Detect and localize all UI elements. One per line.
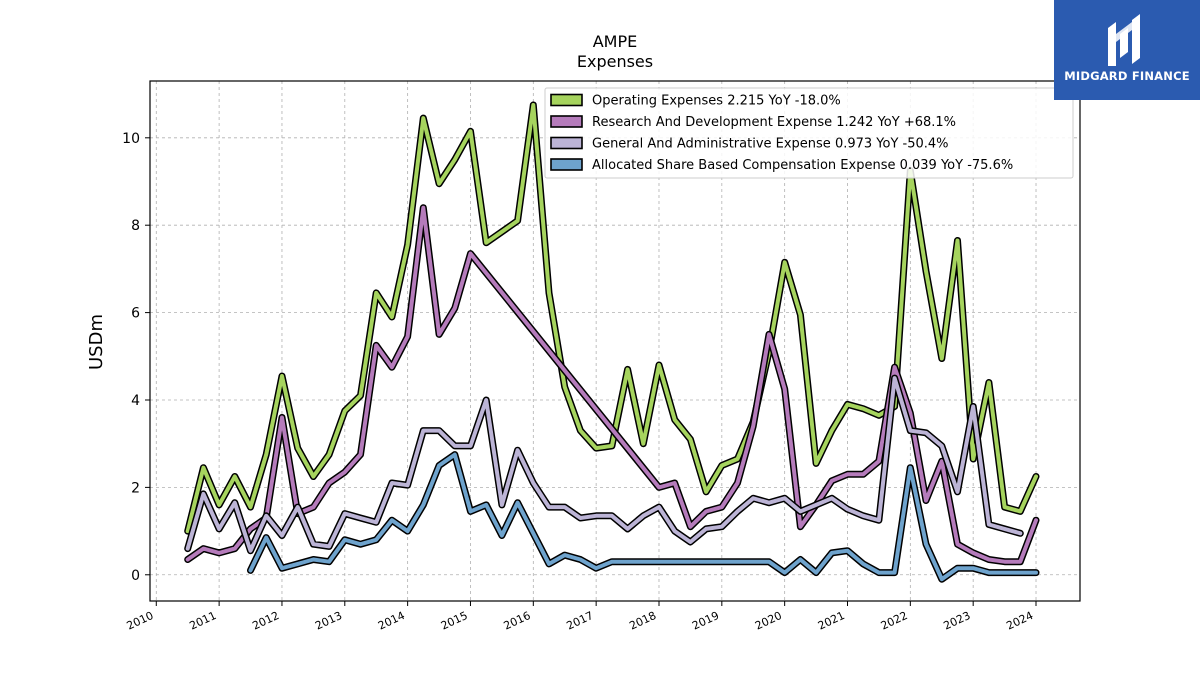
legend: Operating Expenses 2.215 YoY -18.0% Resea…: [544, 87, 1074, 179]
y-axis-label: USDm: [86, 314, 107, 370]
brand-logo: MIDGARD FINANCE: [1054, 0, 1200, 100]
legend-swatch: [550, 136, 583, 150]
y-tick-label: 6: [131, 306, 140, 322]
y-tick-label: 8: [131, 218, 140, 234]
legend-swatch: [550, 93, 583, 107]
series-line: [185, 376, 1023, 553]
x-tick-label: 2013: [313, 609, 344, 633]
chart-title: AMPE: [593, 32, 638, 51]
legend-box: [544, 87, 1074, 179]
plot-frame: [149, 80, 1081, 602]
x-tick-label: 2017: [565, 609, 596, 633]
x-tick-label: 2022: [879, 609, 910, 633]
legend-label: General And Administrative Expense 0.973…: [592, 137, 949, 152]
x-tick-label: 2010: [125, 609, 156, 633]
legend-label: Allocated Share Based Compensation Expen…: [592, 158, 1013, 173]
y-tick-label: 4: [131, 393, 140, 409]
x-tick-label: 2020: [753, 609, 784, 633]
brand-name: MIDGARD FINANCE: [1064, 69, 1190, 83]
legend-label: Operating Expenses 2.215 YoY -18.0%: [592, 94, 841, 109]
series-line-outline: [184, 204, 1040, 566]
legend-swatch: [550, 158, 583, 171]
x-tick-label: 2014: [376, 609, 407, 633]
x-tick-label: 2024: [1004, 609, 1035, 633]
x-tick-label: 2019: [690, 609, 721, 633]
y-tick-label: 10: [122, 131, 140, 147]
x-tick-label: 2018: [627, 609, 658, 633]
x-tick-label: 2015: [439, 609, 470, 633]
series-line: [248, 452, 1038, 582]
series-lines: [184, 101, 1040, 583]
y-tick-label: 0: [131, 568, 140, 584]
legend-label: Research And Development Expense 1.242 Y…: [592, 115, 956, 130]
x-tick-label: 2023: [942, 609, 973, 633]
x-tick-label: 2011: [188, 609, 219, 633]
midgard-logo-icon: [1108, 14, 1140, 66]
chart-subtitle: Expenses: [577, 52, 653, 71]
x-tick-label: 2016: [502, 609, 533, 633]
y-tick-label: 2: [131, 480, 140, 496]
legend-swatch: [550, 115, 583, 128]
x-tick-label: 2012: [250, 609, 281, 633]
x-tick-label: 2021: [816, 609, 847, 633]
